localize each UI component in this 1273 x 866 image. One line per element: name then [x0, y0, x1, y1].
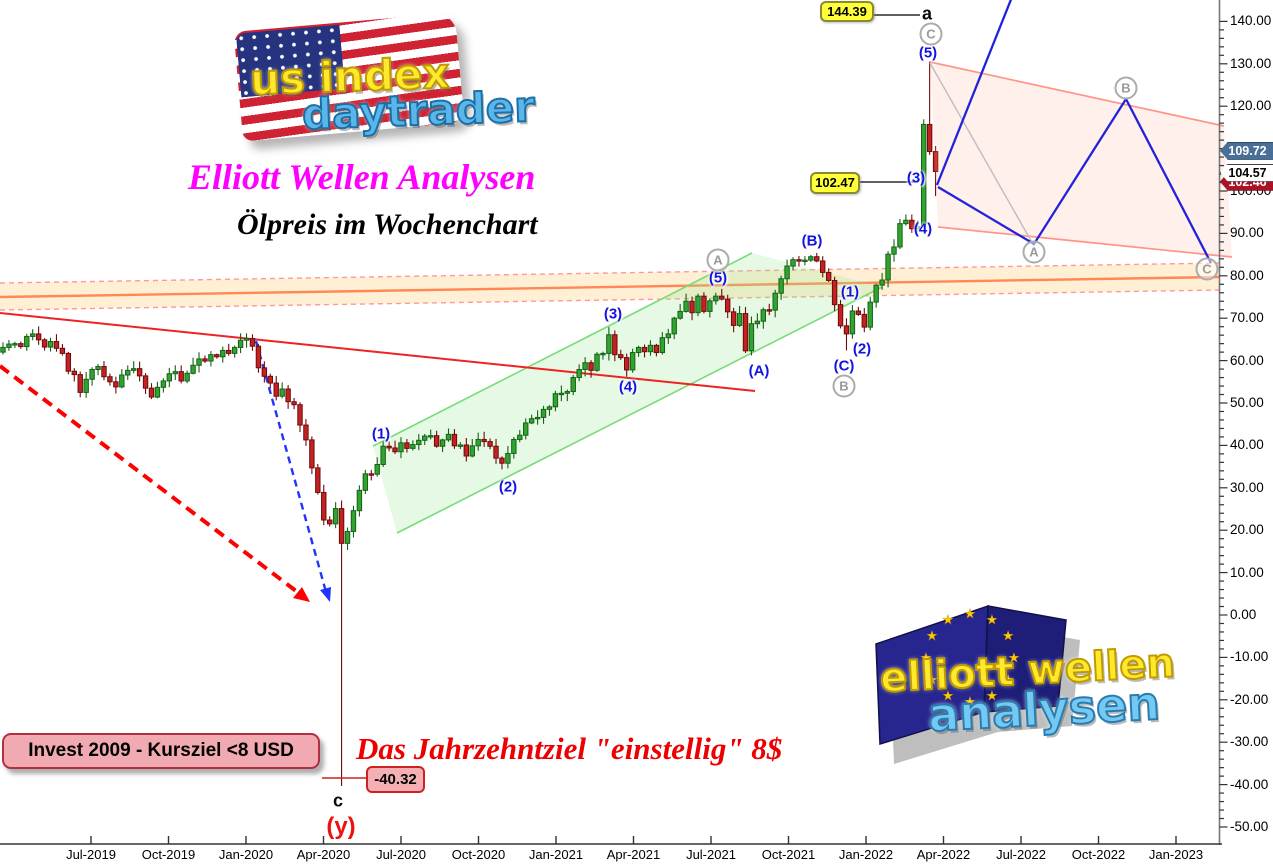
wave-label-3: (3)	[603, 305, 623, 323]
svg-text:★: ★	[986, 612, 998, 627]
y-axis-label: 70.00	[1230, 310, 1264, 326]
wave-label-4: (4)	[913, 220, 933, 238]
svg-text:★: ★	[926, 672, 938, 687]
x-axis-label: Jan-2022	[838, 847, 894, 862]
wave-label-5: (5)	[708, 269, 728, 287]
callout-high-144: 144.39	[820, 1, 874, 22]
circled-wave-label-B: B	[1114, 76, 1138, 100]
x-axis-label: Oct-2021	[761, 847, 816, 862]
circled-wave-label-A: A	[706, 248, 730, 272]
svg-text:★: ★	[926, 628, 938, 643]
page-title: Elliott Wellen Analysen	[188, 157, 536, 197]
x-axis-label: Jul-2019	[66, 847, 116, 862]
wave-label-5: (5)	[918, 44, 938, 62]
y-axis-label: 90.00	[1230, 225, 1264, 241]
x-axis-label: Oct-2019	[141, 847, 196, 862]
elliott-wellen-analysen-logo: ★ ★ ★ ★ ★ ★ ★ ★ ★ ★ ★ ★ elliott wellen analysen	[858, 600, 1178, 800]
x-axis-label: Jul-2021	[686, 847, 736, 862]
y-axis-label: -10.00	[1230, 649, 1269, 665]
wave-label-2: (2)	[498, 478, 518, 496]
svg-text:★: ★	[942, 688, 954, 703]
y-axis-label: 40.00	[1230, 437, 1264, 453]
price-marker-104.57: 104.57	[1220, 163, 1273, 182]
wave-label-C: (C)	[833, 357, 855, 375]
wave-label-A: (A)	[748, 362, 770, 380]
y-axis-label: 10.00	[1230, 564, 1264, 580]
eu-flag-icon: ★ ★ ★ ★ ★ ★ ★ ★ ★ ★ ★ ★	[875, 604, 1080, 764]
wave-label-c: c	[332, 790, 344, 811]
x-axis-label: Oct-2022	[1071, 847, 1126, 862]
svg-text:★: ★	[920, 650, 932, 665]
wave-label-y: (y)	[326, 813, 356, 840]
x-axis-label: Apr-2020	[296, 847, 351, 862]
wave-label-2: (2)	[852, 340, 872, 358]
x-axis-label: Jul-2020	[376, 847, 426, 862]
circled-wave-label-A: A	[1022, 240, 1046, 264]
invest-2009-box: Invest 2009 - Kursziel <8 USD	[2, 733, 320, 769]
decade-target-note: Das Jahrzehntziel "einstellig" 8$	[356, 731, 783, 766]
price-marker-109.72: 109.72	[1220, 141, 1273, 160]
wave-label-4: (4)	[618, 378, 638, 396]
x-axis-label: Jul-2022	[996, 847, 1046, 862]
x-axis-label: Jan-2020	[218, 847, 274, 862]
callout-low-negative-40: -40.32	[366, 766, 425, 793]
x-axis-label: Apr-2021	[606, 847, 661, 862]
x-axis-label: Apr-2022	[916, 847, 971, 862]
y-axis-label: -50.00	[1230, 819, 1269, 834]
page-subtitle: Ölpreis im Wochenchart	[237, 208, 538, 241]
wave-label-3: (3)	[906, 169, 926, 187]
y-axis-label: -30.00	[1230, 734, 1269, 750]
x-axis-label: Oct-2020	[451, 847, 506, 862]
circled-wave-label-C: C	[919, 22, 943, 46]
x-axis-label: Jan-2023	[1148, 847, 1204, 862]
y-axis-label: 60.00	[1230, 352, 1264, 368]
y-axis-label: 130.00	[1230, 55, 1272, 71]
y-axis-label: 80.00	[1230, 267, 1264, 283]
svg-text:★: ★	[1008, 650, 1020, 665]
y-axis-label: 50.00	[1230, 395, 1264, 410]
circled-wave-label-B: B	[832, 374, 856, 398]
y-axis-label: 30.00	[1230, 479, 1264, 495]
y-axis-label: -20.00	[1230, 691, 1269, 707]
y-axis-label: 0.00	[1230, 607, 1257, 622]
y-axis-label: 120.00	[1230, 98, 1272, 114]
wave-label-1: (1)	[371, 425, 391, 443]
wave-label-B: (B)	[801, 232, 823, 250]
svg-text:★: ★	[1002, 672, 1014, 687]
wave-label-a: a	[921, 3, 933, 24]
circled-wave-label-C: C	[1195, 257, 1219, 281]
y-axis-label: -40.00	[1230, 776, 1269, 792]
svg-text:★: ★	[942, 612, 954, 627]
svg-text:★: ★	[964, 694, 976, 709]
svg-text:★: ★	[964, 606, 976, 621]
svg-text:★: ★	[1002, 628, 1014, 643]
y-axis-label: 20.00	[1230, 522, 1264, 538]
svg-text:★: ★	[986, 688, 998, 703]
us-logo-text-line2: daytrader	[300, 81, 536, 140]
callout-wave3-102: 102.47	[810, 172, 860, 194]
wave-label-1: (1)	[840, 283, 860, 301]
x-axis-label: Jan-2021	[528, 847, 584, 862]
y-axis-label: 140.00	[1230, 13, 1272, 29]
us-index-daytrader-logo: us index daytrader	[230, 12, 537, 144]
